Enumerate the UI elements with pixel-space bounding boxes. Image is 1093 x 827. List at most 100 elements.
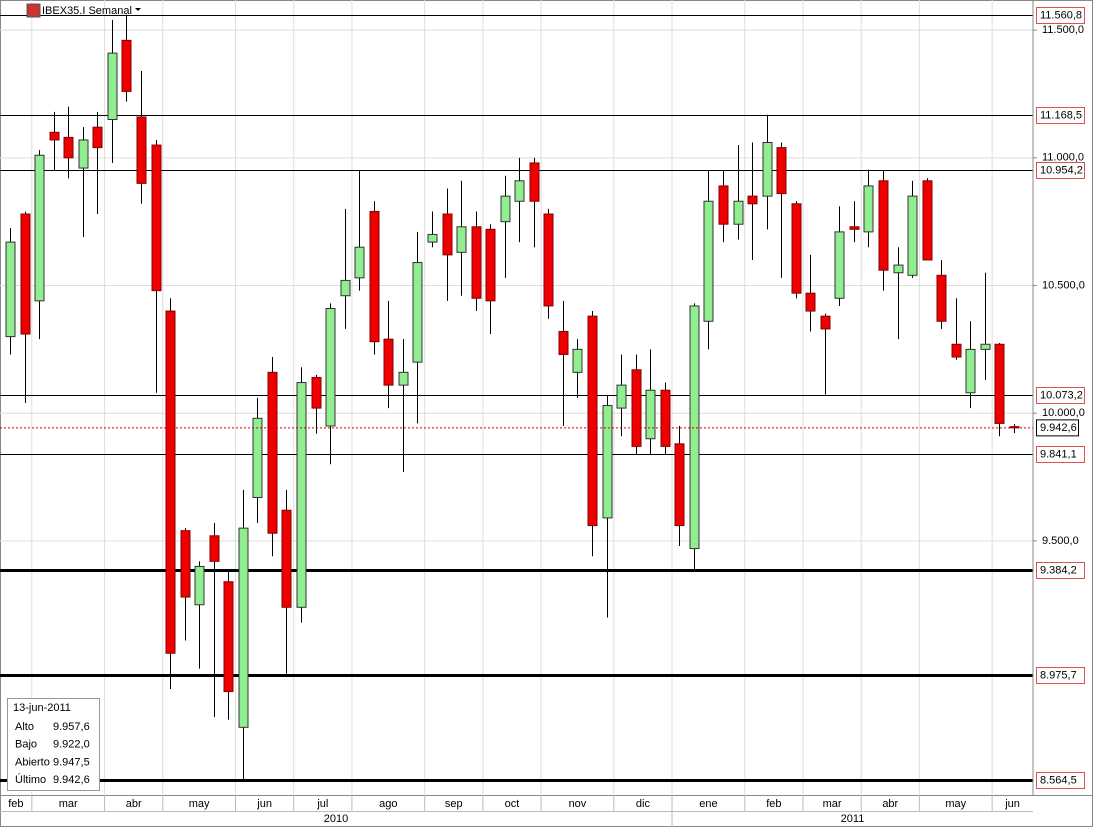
- candle-body: [223, 581, 234, 693]
- candle-body: [849, 226, 860, 230]
- level-label: 8.564,5: [1040, 774, 1077, 786]
- candle-body: [558, 330, 569, 355]
- candle-body: [907, 195, 918, 276]
- level-label-box: [1036, 107, 1085, 124]
- candle-body: [572, 348, 583, 373]
- y-tick-label: 11.000,0: [1042, 152, 1084, 164]
- candle-body: [791, 203, 802, 294]
- candle-body: [340, 279, 351, 297]
- candle-body: [660, 389, 671, 447]
- candle-body: [121, 39, 132, 92]
- y-tick-label: 11.500,0: [1042, 24, 1084, 36]
- dropdown-arrow[interactable]: [135, 8, 141, 11]
- info-box: 13-jun-2011 Alto 9.957,6 Bajo 9.922,0Abiert…: [7, 698, 100, 791]
- candle-body: [151, 144, 162, 292]
- candle-body: [718, 185, 729, 225]
- x-tick-label: abr: [882, 798, 898, 810]
- chart-title[interactable]: IBEX35.I Semanal: [42, 5, 132, 17]
- level-label-box: [1036, 667, 1085, 684]
- candle-body: [78, 139, 89, 169]
- level-label-box: [1036, 387, 1085, 404]
- grid: [0, 0, 1033, 795]
- x-tick-label: ago: [379, 798, 397, 810]
- candle-body: [20, 213, 31, 335]
- x-tick-label: jun: [256, 798, 272, 810]
- x-tick-label: ene: [699, 798, 717, 810]
- level-label: 8.975,7: [1040, 669, 1077, 681]
- candle-body: [485, 228, 496, 302]
- candle-body: [616, 384, 627, 409]
- candle-body: [689, 305, 700, 550]
- info-date: 13-jun-2011: [13, 702, 71, 714]
- candle-body: [951, 343, 962, 358]
- candle-body: [412, 262, 423, 363]
- candle-body: [442, 213, 453, 256]
- x-tick-label: nov: [569, 798, 587, 810]
- candle-body: [136, 116, 147, 184]
- level-label-box: [1036, 446, 1085, 463]
- candle-body: [281, 509, 292, 608]
- candle-body: [645, 389, 656, 440]
- info-label: Alto: [15, 721, 34, 733]
- candle-body: [456, 226, 467, 253]
- x-tick-label: mar: [823, 798, 842, 810]
- candle-body: [325, 307, 336, 427]
- candle-body: [354, 246, 365, 279]
- candle-body: [180, 530, 191, 598]
- candle-body: [878, 180, 889, 271]
- info-label: Abierto: [15, 756, 50, 768]
- candle-body: [311, 376, 322, 409]
- info-box-bg: [7, 698, 100, 791]
- candle-body: [529, 162, 540, 202]
- candle-body: [107, 52, 118, 121]
- candle-body: [820, 315, 831, 330]
- level-label: 10.073,2: [1040, 389, 1083, 401]
- level-label-box: [1036, 772, 1085, 789]
- candle-body: [209, 535, 220, 562]
- candle-body: [165, 310, 176, 654]
- candle-body: [5, 241, 16, 338]
- x-tick-label: mar: [59, 798, 78, 810]
- candle-body: [296, 382, 307, 608]
- info-value: 9.957,6: [53, 721, 90, 733]
- level-label: 9.384,2: [1040, 564, 1077, 576]
- candle-body: [747, 195, 758, 205]
- candle-body: [49, 131, 60, 141]
- year-label: 2010: [324, 813, 348, 825]
- info-value: 9.942,6: [53, 774, 90, 786]
- candle-body: [398, 371, 409, 386]
- candle-body: [776, 147, 787, 195]
- candle-body: [238, 527, 249, 728]
- candle-body: [514, 180, 525, 202]
- candle-body: [762, 142, 773, 197]
- x-tick-label: may: [945, 798, 966, 810]
- level-label: 9.841,1: [1040, 448, 1077, 460]
- y-tick-label: 9.500,0: [1042, 535, 1079, 547]
- info-label: Último: [15, 773, 46, 786]
- x-tick-label: abr: [126, 798, 142, 810]
- candle-body: [543, 213, 554, 307]
- info-label: Bajo: [15, 739, 37, 751]
- x-tick-label: sep: [445, 798, 463, 810]
- x-tick-label: feb: [766, 798, 781, 810]
- marks: [0, 14, 1033, 782]
- level-label: 11.560,8: [1040, 9, 1082, 21]
- candle-body: [1009, 426, 1020, 429]
- candle-body: [252, 417, 263, 498]
- candle-body: [893, 264, 904, 274]
- symbol-icon: [26, 3, 41, 18]
- level-label-box: [1036, 7, 1085, 24]
- candle-body: [936, 274, 947, 322]
- level-label-box: [1036, 162, 1085, 179]
- info-value: 9.947,5: [53, 756, 90, 768]
- candle-body: [674, 443, 685, 527]
- year-label: 2011: [841, 813, 865, 825]
- candle-body: [602, 405, 613, 519]
- candle-body: [631, 369, 642, 447]
- candle-body: [834, 231, 845, 299]
- candle-body: [733, 200, 744, 225]
- x-tick-label: jun: [1004, 798, 1020, 810]
- candle-body: [34, 154, 45, 302]
- candle-body: [965, 348, 976, 394]
